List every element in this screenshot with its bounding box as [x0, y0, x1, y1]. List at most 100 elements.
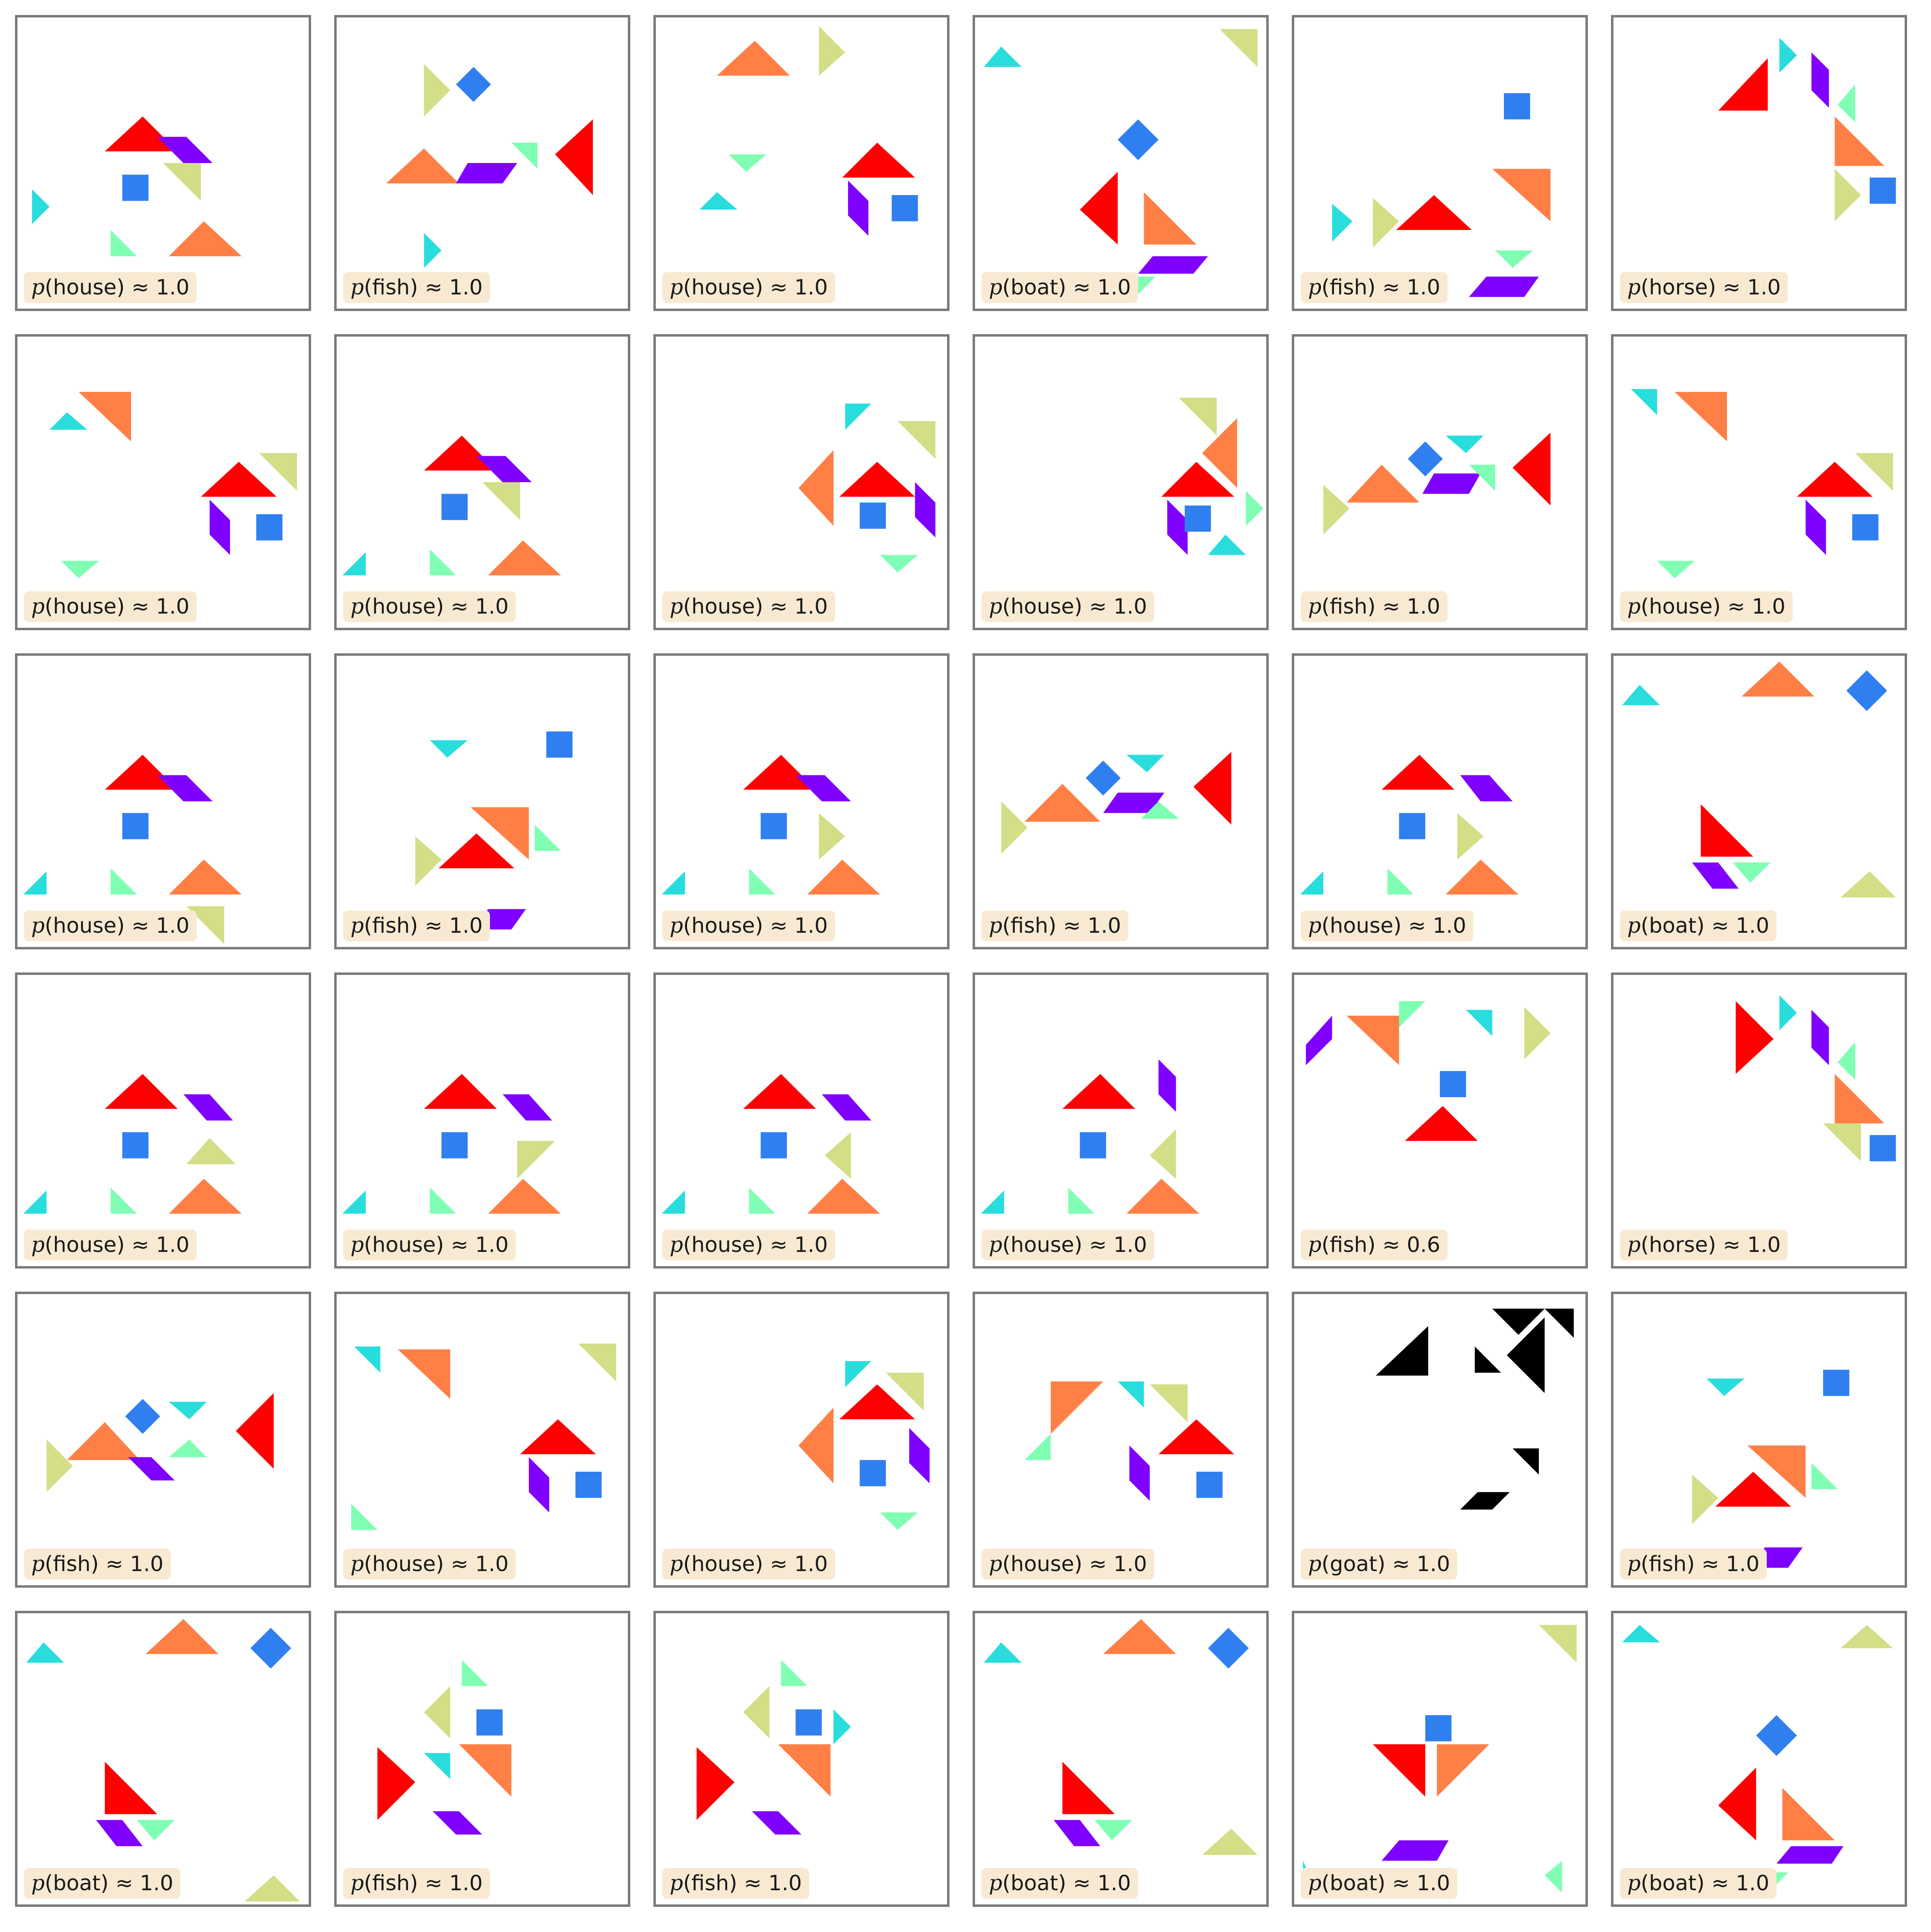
tangram-piece-olive — [1323, 485, 1350, 535]
tangram-piece-black — [1492, 1308, 1545, 1335]
tangram-piece-olive — [1149, 1384, 1188, 1422]
tangram-piece-cyan — [169, 1402, 207, 1419]
tangram-piece-mint — [1387, 868, 1414, 895]
tangram-piece-orange — [488, 1179, 561, 1214]
tangram-piece-cyan — [981, 1190, 1004, 1214]
tangram-piece-mint — [1469, 464, 1495, 491]
approx-symbol: ≈ — [763, 914, 795, 938]
probability-label: p(fish) ≈ 1.0 — [982, 910, 1129, 941]
tangram-piece-cyan — [1631, 389, 1657, 415]
tangram-piece-purple — [1422, 473, 1481, 494]
tangram-panel: p(house) ≈ 1.0 — [334, 1292, 630, 1588]
probability-label: p(fish) ≈ 1.0 — [343, 910, 490, 941]
tangram-canvas — [26, 1619, 300, 1902]
probability-label: p(boat) ≈ 1.0 — [1620, 1868, 1777, 1899]
tangram-piece-olive — [186, 1138, 236, 1164]
tangram-panel: p(fish) ≈ 1.0 — [653, 1611, 949, 1907]
tangram-piece-orange — [1437, 1744, 1490, 1797]
tangram-piece-purple — [915, 482, 936, 538]
tangram-piece-red — [236, 1393, 274, 1469]
tangram-piece-black — [1507, 1317, 1545, 1393]
tangram-piece-purple — [848, 180, 869, 236]
approx-symbol: ≈ — [99, 1552, 130, 1576]
tangram-piece-mint — [1837, 84, 1855, 122]
tangram-panel: p(house) ≈ 1.0 — [334, 972, 630, 1269]
tangram-piece-cyan — [1126, 755, 1164, 773]
tangram-panel: p(fish) ≈ 1.0 — [334, 1611, 630, 1907]
class-name: (boat) — [1641, 914, 1705, 938]
tangram-panel: p(house) ≈ 1.0 — [653, 653, 949, 949]
probability-symbol: p — [1308, 275, 1322, 300]
tangram-piece-red — [201, 462, 277, 497]
probability-value: 1.0 — [794, 1233, 828, 1257]
tangram-piece-cyan — [424, 1753, 451, 1780]
probability-value: 1.0 — [1407, 595, 1441, 619]
tangram-piece-red — [1701, 804, 1753, 857]
tangram-piece-purple — [503, 1094, 552, 1121]
class-name: (house) — [45, 1233, 125, 1257]
tangram-piece-olive — [1149, 1129, 1176, 1179]
tangram-panel: p(horse) ≈ 1.0 — [1611, 972, 1907, 1269]
tangram-piece-cyan — [424, 233, 442, 268]
probability-symbol: p — [1308, 1552, 1322, 1576]
tangram-panel: p(boat) ≈ 1.0 — [973, 15, 1269, 311]
tangram-piece-blue — [456, 67, 491, 102]
probability-label: p(fish) ≈ 1.0 — [24, 1549, 171, 1580]
probability-value: 1.0 — [130, 1552, 164, 1576]
probability-symbol: p — [31, 1552, 45, 1576]
tangram-piece-mint — [1544, 1861, 1562, 1893]
probability-symbol: p — [670, 1233, 683, 1257]
class-name: (fish) — [683, 1871, 737, 1896]
tangram-piece-purple — [1469, 277, 1539, 297]
probability-label: p(boat) ≈ 1.0 — [1620, 910, 1777, 941]
tangram-panel: p(fish) ≈ 1.0 — [1292, 15, 1588, 311]
probability-label: p(house) ≈ 1.0 — [24, 591, 197, 622]
probability-symbol: p — [350, 1233, 364, 1257]
tangram-piece-red — [842, 142, 915, 178]
tangram-piece-red — [839, 462, 915, 497]
probability-value: 1.0 — [1433, 914, 1467, 938]
tangram-canvas — [798, 404, 936, 573]
class-name: (boat) — [1002, 1871, 1066, 1896]
probability-symbol: p — [1627, 595, 1641, 619]
tangram-canvas — [1631, 389, 1893, 578]
approx-symbol: ≈ — [1716, 275, 1747, 300]
tangram-piece-mint — [880, 1512, 918, 1530]
class-name: (horse) — [1641, 1233, 1716, 1257]
probability-label: p(house) ≈ 1.0 — [343, 1230, 516, 1260]
tangram-piece-orange — [459, 1744, 511, 1797]
approx-symbol: ≈ — [763, 1233, 795, 1257]
tangram-canvas — [1332, 93, 1551, 297]
tangram-piece-purple — [1103, 792, 1164, 813]
approx-symbol: ≈ — [1375, 595, 1407, 619]
tangram-piece-red — [1715, 1471, 1791, 1507]
tangram-canvas — [984, 1619, 1258, 1855]
class-name: (house) — [1641, 595, 1721, 619]
tangram-canvas — [1303, 1625, 1577, 1899]
tangram-canvas — [342, 436, 561, 575]
probability-label: p(horse) ≈ 1.0 — [1620, 272, 1788, 303]
tangram-panel: p(fish) ≈ 1.0 — [973, 653, 1269, 949]
probability-value: 1.0 — [1097, 275, 1131, 300]
tangram-piece-orange — [386, 148, 459, 184]
probability-value: 1.0 — [1416, 1552, 1450, 1576]
tangram-piece-red — [377, 1747, 415, 1820]
tangram-piece-purple — [456, 163, 518, 184]
tangram-canvas — [1376, 1308, 1574, 1510]
probability-value: 1.0 — [449, 275, 483, 300]
tangram-piece-blue — [1504, 93, 1530, 120]
tangram-piece-orange — [717, 41, 790, 76]
tangram-piece-cyan — [984, 46, 1022, 67]
tangram-piece-mint — [749, 868, 775, 895]
tangram-piece-olive — [1220, 29, 1258, 67]
probability-symbol: p — [1308, 1233, 1322, 1257]
tangram-piece-purple — [1306, 1015, 1332, 1065]
tangram-panel: p(house) ≈ 1.0 — [653, 15, 949, 311]
approx-symbol: ≈ — [1721, 595, 1752, 619]
probability-symbol: p — [670, 1552, 683, 1576]
probability-label: p(fish) ≈ 1.0 — [1620, 1549, 1767, 1580]
approx-symbol: ≈ — [763, 275, 795, 300]
tangram-piece-blue — [1869, 177, 1896, 204]
tangram-piece-cyan — [1117, 1381, 1144, 1408]
class-name: (fish) — [45, 1552, 99, 1576]
